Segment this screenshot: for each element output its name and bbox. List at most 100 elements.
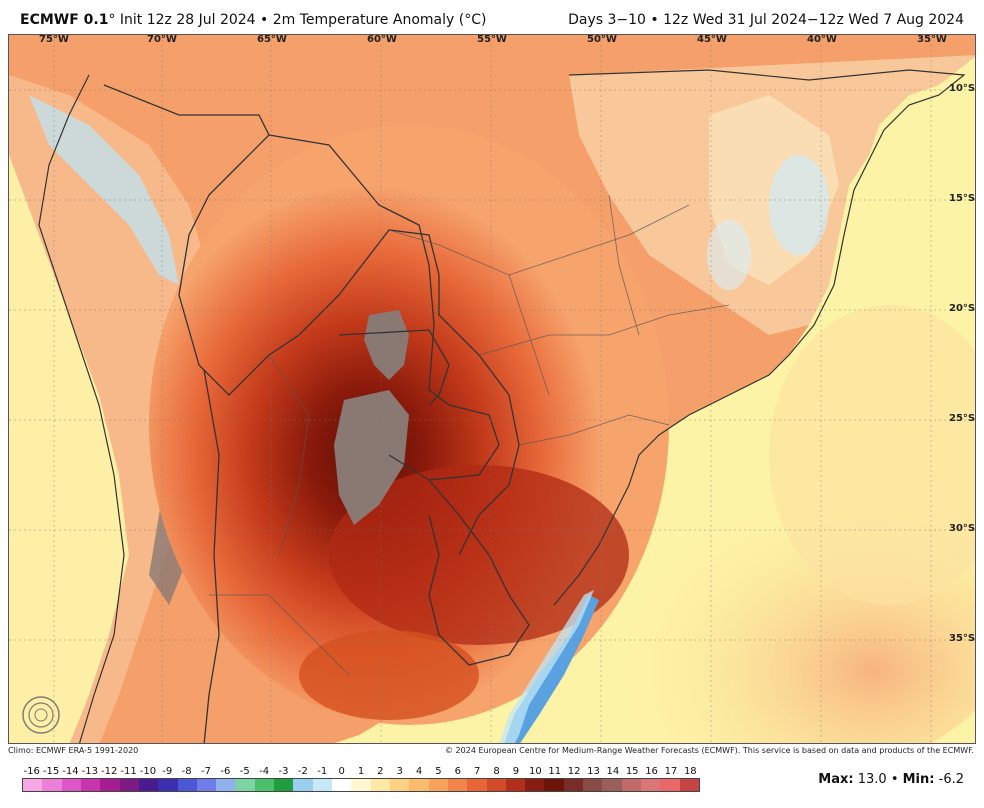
colorbar-tick-label: 6 <box>454 766 462 777</box>
colorbar-tick-label: -6 <box>220 766 231 777</box>
colorbar-swatch <box>158 779 178 791</box>
colorbar-tick-label: -14 <box>62 766 79 777</box>
southern-brazil-hot <box>329 465 629 645</box>
colorbar-swatch <box>274 779 294 791</box>
colorbar-tick-label: -11 <box>120 766 137 777</box>
colorbar-swatch <box>544 779 564 791</box>
pacific-coastline <box>38 74 125 743</box>
climo-note: Climo: ECMWF ERA-5 1991-2020 <box>8 746 139 755</box>
anomaly-map <box>9 35 975 743</box>
colorbar-swatch <box>525 779 545 791</box>
lon-label-40w: 40°W <box>807 34 837 45</box>
colorbar-tick-label: -2 <box>297 766 308 777</box>
lat-label-15s: 15°S <box>949 193 976 204</box>
colorbar-tick-label: 8 <box>493 766 500 777</box>
lat-label-30s: 30°S <box>949 523 976 534</box>
colorbar-tick-label: 11 <box>548 766 562 777</box>
colorbar-swatch <box>177 779 197 791</box>
colorbar-tick-label: -8 <box>181 766 192 777</box>
title-details: ° Init 12z 28 Jul 2024 • 2m Temperature … <box>108 12 487 28</box>
model-name: ECMWF 0.1 <box>20 12 109 28</box>
colorbar-swatch <box>660 779 680 791</box>
max-label: Max: <box>818 772 854 787</box>
lon-label-60w: 60°W <box>367 34 397 45</box>
lon-label-65w: 65°W <box>257 34 287 45</box>
lon-label-45w: 45°W <box>697 34 727 45</box>
colorbar-swatch <box>293 779 313 791</box>
min-value: -6.2 <box>938 772 964 787</box>
lon-label-50w: 50°W <box>587 34 617 45</box>
colorbar-swatch <box>351 779 371 791</box>
colorbar-swatch <box>100 779 120 791</box>
graticule <box>9 35 975 743</box>
colorbar-swatch <box>447 779 468 791</box>
lon-label-55w: 55°W <box>477 34 507 45</box>
colorbar-tick-label: 17 <box>664 766 678 777</box>
colorbar-swatch <box>216 779 236 791</box>
colorbar-tick-label: 9 <box>512 766 520 777</box>
colorbar-tick-label: -12 <box>100 766 118 777</box>
extreme-core-north <box>364 310 409 380</box>
colorbar-swatch <box>80 779 101 791</box>
extreme-core-south <box>334 390 409 525</box>
colorbar-tick-label: -16 <box>23 766 40 777</box>
colorbar-swatch <box>641 779 661 791</box>
colorbar-tick-label: 1 <box>357 766 365 777</box>
colorbar <box>22 778 700 792</box>
lon-label-70w: 70°W <box>147 34 177 45</box>
stats-separator: • <box>890 772 899 787</box>
colorbar-tick-label: -10 <box>139 766 157 777</box>
colorbar-swatch <box>679 779 699 791</box>
colorbar-swatch <box>23 779 43 791</box>
colorbar-tick-label: -7 <box>201 766 212 777</box>
colorbar-tick-label: 15 <box>625 766 639 777</box>
colorbar-swatch <box>196 779 217 791</box>
interior-cool-patch <box>707 220 751 290</box>
header: ECMWF 0.1° Init 12z 28 Jul 2024 • 2m Tem… <box>0 0 984 34</box>
lat-label-10s: 10°S <box>949 83 976 94</box>
state-borders <box>209 194 730 676</box>
colorbar-tick-label: 10 <box>528 766 542 777</box>
pacific-ocean <box>9 155 129 743</box>
colorbar-swatch <box>563 779 584 791</box>
colorbar-tick-label: -3 <box>278 766 289 777</box>
colorbar-swatch <box>370 779 390 791</box>
colorbar-swatch <box>486 779 506 791</box>
colorbar-swatch <box>254 779 275 791</box>
colorbar-tick-label: 14 <box>606 766 620 777</box>
colorbar-tick-label: -4 <box>259 766 270 777</box>
weatherbell-logo <box>22 696 60 734</box>
colorbar-tick-label: 12 <box>567 766 581 777</box>
min-label: Min: <box>902 772 935 787</box>
colorbar-tick-label: 0 <box>338 766 345 777</box>
colorbar-swatch <box>235 779 255 791</box>
colorbar-tick-label: 3 <box>396 766 403 777</box>
colorbar-swatch <box>119 779 139 791</box>
colorbar-swatch <box>61 779 81 791</box>
colorbar-swatch <box>602 779 622 791</box>
colorbar-tick-label: 2 <box>377 766 384 777</box>
map-panel: 75°W 70°W 65°W 60°W 55°W 50°W 45°W 40°W … <box>8 34 976 744</box>
colorbar-tick-label: 16 <box>645 766 658 777</box>
lat-label-20s: 20°S <box>949 303 976 314</box>
colorbar-tick-label: -5 <box>239 766 250 777</box>
lon-label-75w: 75°W <box>39 34 69 45</box>
map-title: ECMWF 0.1° Init 12z 28 Jul 2024 • 2m Tem… <box>20 12 486 28</box>
colorbar-swatch <box>505 779 526 791</box>
copyright-note: © 2024 European Centre for Medium-Range … <box>445 746 974 755</box>
buenos-aires-hot <box>299 630 479 720</box>
max-value: 13.0 <box>857 772 887 787</box>
colorbar-swatch <box>138 779 159 791</box>
northeast-cool-patch <box>769 155 829 255</box>
colorbar-swatch <box>332 779 352 791</box>
colorbar-tick-label: -1 <box>317 766 328 777</box>
colorbar-swatch <box>312 779 332 791</box>
lon-label-35w: 35°W <box>917 34 947 45</box>
colorbar-tick-label: 18 <box>683 766 697 777</box>
valid-period: Days 3−10 • 12z Wed 31 Jul 2024−12z Wed … <box>568 12 964 28</box>
colorbar-swatch <box>467 779 487 791</box>
colorbar-tick-label: 5 <box>435 766 442 777</box>
colorbar-swatch <box>409 779 429 791</box>
colorbar-swatch <box>42 779 62 791</box>
colorbar-swatch <box>583 779 603 791</box>
